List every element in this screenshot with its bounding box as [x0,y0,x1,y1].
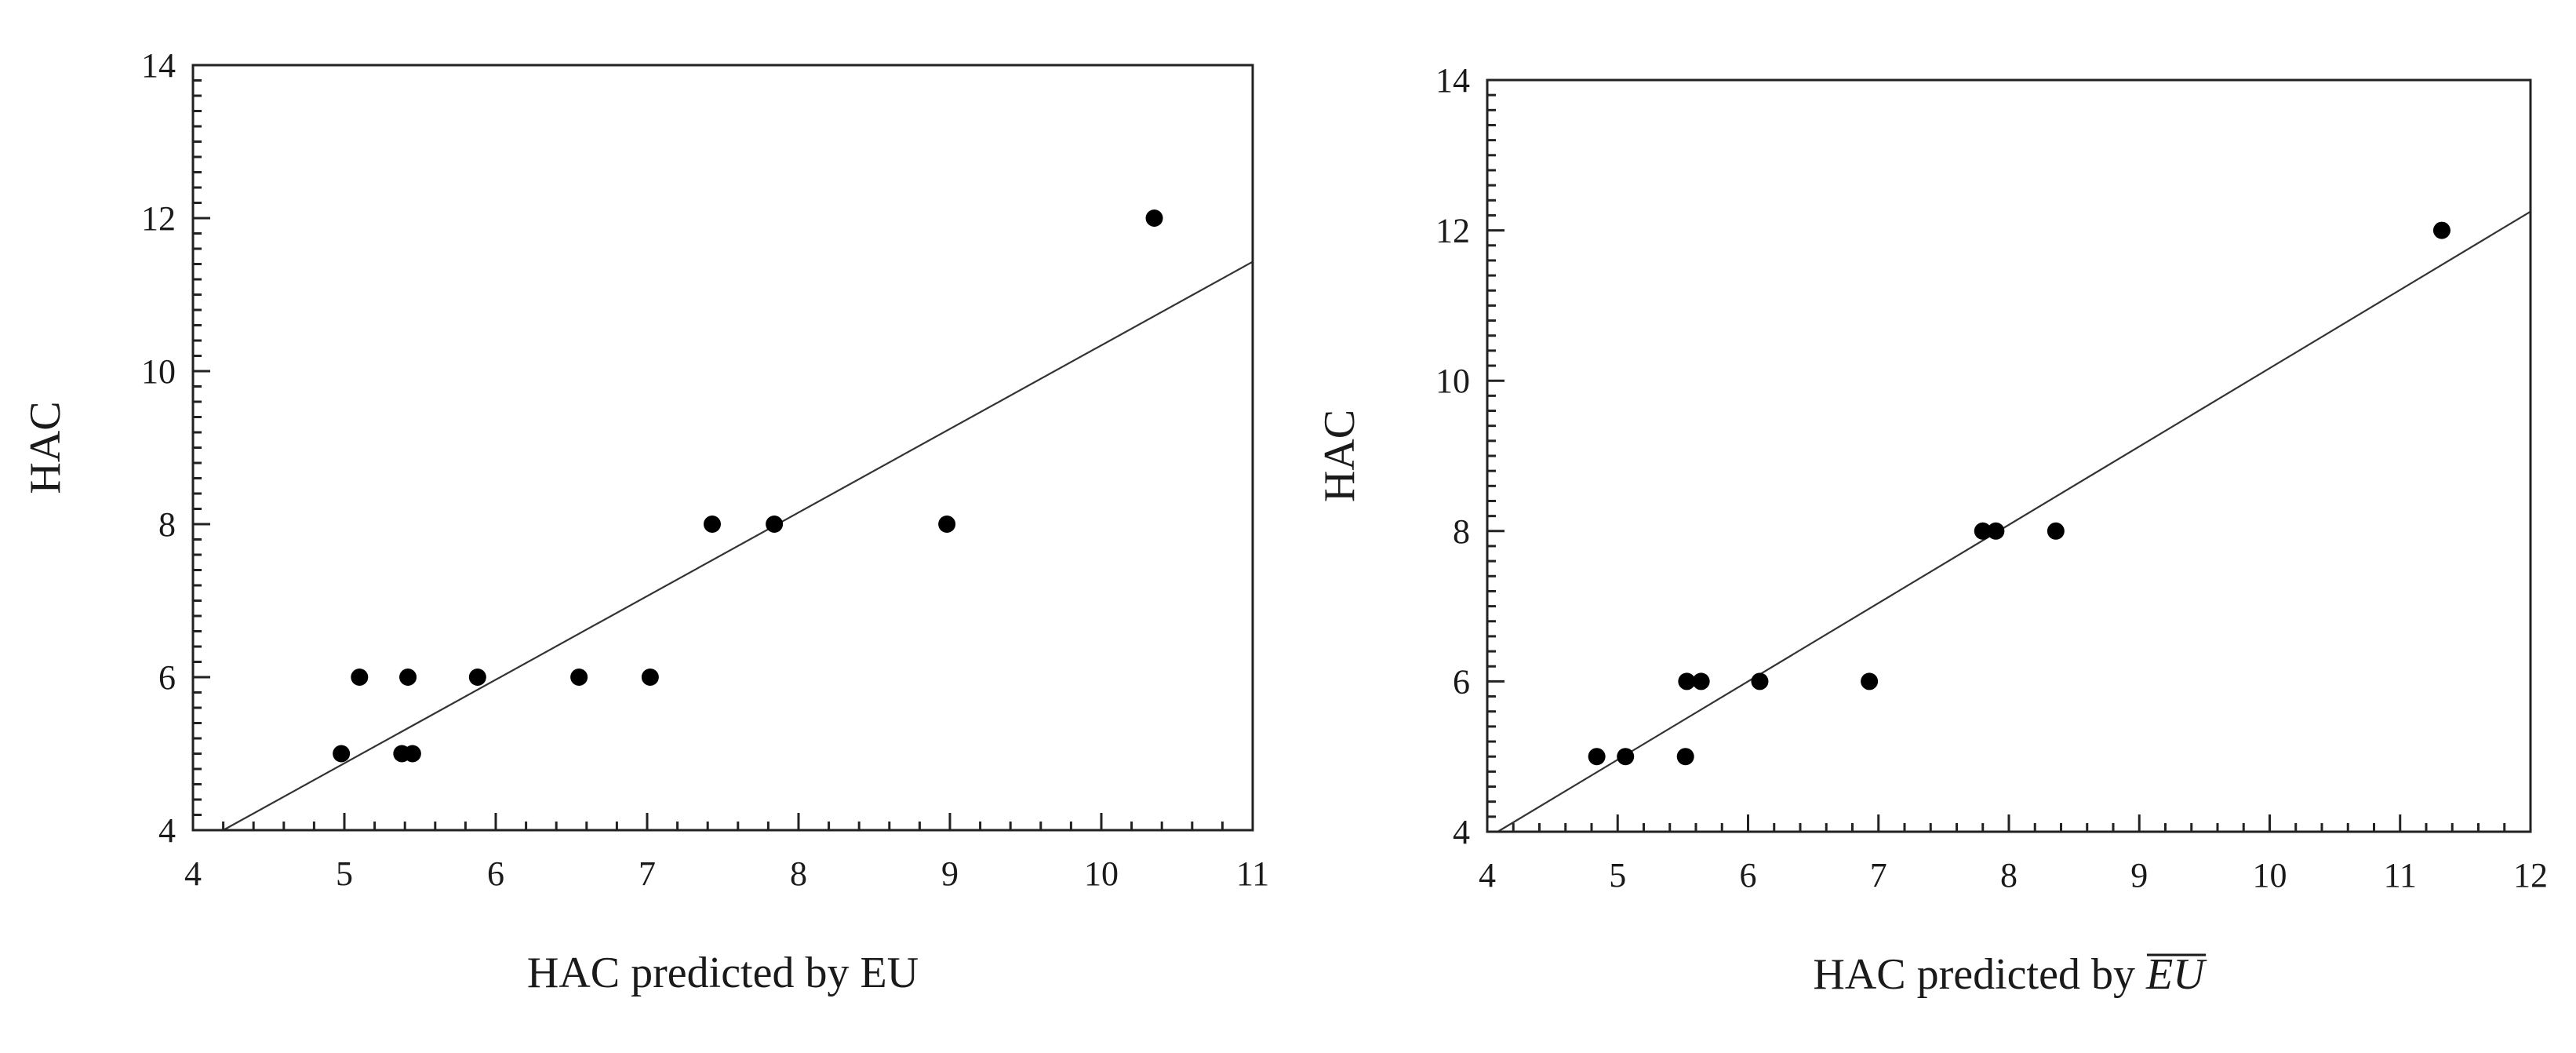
x-tick-label: 10 [1084,854,1119,893]
data-point [1588,748,1606,766]
x-tick-label: 7 [1870,856,1887,895]
y-tick-label: 4 [1453,813,1470,851]
y-tick-label: 6 [1453,662,1470,701]
x-axis-title: HAC predicted by EU [1813,950,2207,999]
x-tick-label: 11 [1236,854,1269,893]
x-tick-label: 6 [1740,856,1757,895]
y-tick-label: 12 [1435,212,1470,250]
data-point [1692,672,1710,690]
x-tick-labels: 4 5 6 7 8 9 10 11 [184,854,1269,893]
data-points [333,210,1163,763]
x-tick-label: 7 [639,854,656,893]
x-tick-label: 5 [336,854,353,893]
data-point [766,516,784,533]
x-axis-title: HAC predicted by EU [527,949,919,997]
data-point [399,669,417,686]
x-tick-label: 10 [2253,856,2287,895]
y-tick-label: 12 [141,199,176,238]
data-point [1617,748,1635,766]
y-axis-title: HAC [21,401,70,494]
y-tick-label: 6 [158,658,176,697]
data-point [570,669,588,686]
x-tick-label: 12 [2513,856,2548,895]
x-tick-label: 11 [2384,856,2417,895]
y-tick-labels: 4 6 8 10 12 14 [1435,61,1470,851]
y-tick-label: 4 [158,811,176,850]
y-tick-label: 10 [141,352,176,391]
data-point [1678,672,1696,690]
y-tick-labels: 4 6 8 10 12 14 [141,46,176,850]
y-tick-label: 8 [158,505,176,544]
data-point [333,745,351,763]
data-point [1676,748,1694,766]
y-tick-label: 14 [1435,61,1470,100]
tick-marks [191,64,1254,832]
data-point [1861,672,1879,690]
x-axis-title-main: HAC predicted by [1813,950,2146,999]
data-point [351,669,369,686]
data-point [641,669,659,686]
tick-marks [1486,78,2532,833]
data-point [2047,522,2065,540]
data-point [2432,221,2450,239]
chart-eu-bar: 4 5 6 7 8 9 10 11 12 4 6 8 10 12 14 HAC predicted by … [1315,61,2548,999]
y-tick-label: 10 [1435,362,1470,400]
x-tick-label: 6 [487,854,504,893]
plot-frame [1486,78,2532,833]
data-point [1974,522,1992,540]
x-tick-label: 8 [790,854,807,893]
data-point [468,669,486,686]
x-tick-label: 5 [1609,856,1626,895]
x-tick-label: 8 [2000,856,2018,895]
x-tick-label: 4 [184,854,202,893]
plot-frame [191,64,1254,832]
y-axis-title: HAC [1315,410,1364,502]
data-point [1145,210,1163,227]
x-tick-label: 9 [2130,856,2148,895]
chart-eu: 4 5 6 7 8 9 10 11 4 6 8 10 12 14 HAC predicted by EU… [21,46,1269,997]
x-tick-label: 4 [1479,856,1496,895]
data-point [403,745,421,763]
x-tick-labels: 4 5 6 7 8 9 10 11 12 [1479,856,2548,895]
data-point [1987,522,2005,540]
data-point [1751,672,1769,690]
y-tick-label: 8 [1453,512,1470,551]
regression-line [1497,210,2531,833]
data-point [703,516,721,533]
y-tick-label: 14 [141,46,176,85]
x-axis-title-overlined: EU [2145,950,2207,999]
regression-line [223,261,1253,831]
x-tick-label: 9 [941,854,959,893]
data-points [1588,221,2450,766]
data-point [938,516,956,533]
